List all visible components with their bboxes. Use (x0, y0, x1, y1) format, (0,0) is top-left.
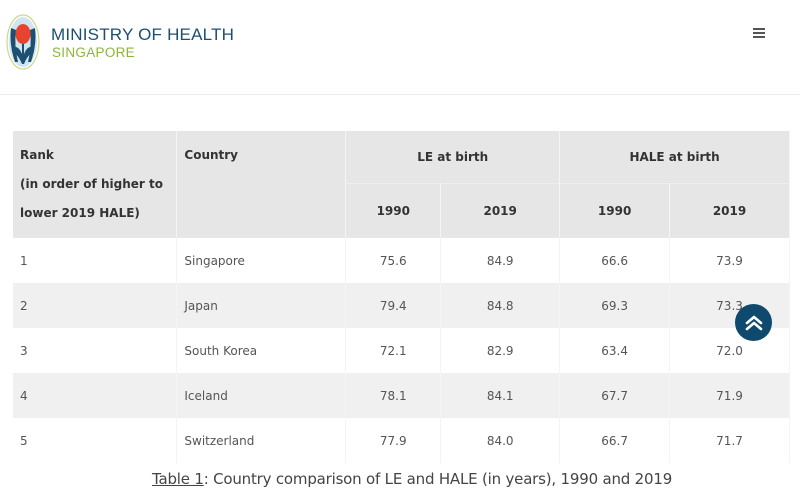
cell-hale-2019: 72.0 (669, 328, 790, 373)
cell-le-2019: 84.8 (440, 283, 561, 328)
cell-country: Singapore (176, 238, 347, 283)
header-le-at-birth: LE at birth (345, 131, 561, 184)
site-header: MINISTRY OF HEALTH SINGAPORE (0, 0, 800, 95)
cell-le-2019: 84.9 (440, 238, 561, 283)
cell-hale-1990: 69.3 (559, 283, 671, 328)
cell-country: Japan (176, 283, 347, 328)
comparison-table-container: Rank (in order of higher to lower 2019 H… (13, 131, 790, 463)
table-row: 1 Singapore 75.6 84.9 66.6 73.9 (13, 238, 790, 283)
cell-le-1990: 72.1 (345, 328, 442, 373)
cell-le-2019: 84.1 (440, 373, 561, 418)
table-row: 2 Japan 79.4 84.8 69.3 73.3 (13, 283, 790, 328)
cell-hale-2019: 73.9 (669, 238, 790, 283)
caption-text: : Country comparison of LE and HALE (in … (203, 470, 673, 488)
scroll-to-top-button[interactable] (735, 304, 772, 341)
cell-hale-2019: 71.9 (669, 373, 790, 418)
header-le-1990: 1990 (345, 183, 442, 238)
header-country: Country (176, 131, 347, 238)
cell-rank: 3 (13, 328, 178, 373)
cell-hale-1990: 66.6 (559, 238, 671, 283)
hamburger-menu-icon[interactable] (752, 26, 770, 42)
header-hale-1990: 1990 (559, 183, 671, 238)
cell-country: Switzerland (176, 418, 347, 463)
cell-le-1990: 78.1 (345, 373, 442, 418)
header-rank: Rank (in order of higher to lower 2019 H… (13, 131, 178, 238)
brand-title[interactable]: MINISTRY OF HEALTH (51, 25, 235, 44)
moh-logo-icon[interactable] (6, 14, 40, 70)
table-row: 5 Switzerland 77.9 84.0 66.7 71.7 (13, 418, 790, 463)
cell-le-1990: 75.6 (345, 238, 442, 283)
cell-hale-2019: 73.3 (669, 283, 790, 328)
cell-country: South Korea (176, 328, 347, 373)
brand-subtitle[interactable]: SINGAPORE (52, 45, 135, 60)
header-country-label: Country (184, 148, 239, 162)
le-hale-comparison-table: Rank (in order of higher to lower 2019 H… (13, 131, 790, 463)
header-rank-note-2: lower 2019 HALE) (20, 206, 140, 220)
cell-le-1990: 77.9 (345, 418, 442, 463)
cell-le-1990: 79.4 (345, 283, 442, 328)
cell-hale-2019: 71.7 (669, 418, 790, 463)
header-rank-label: Rank (20, 148, 54, 162)
table-caption: Table 1: Country comparison of LE and HA… (152, 470, 672, 488)
menu-bar (753, 32, 765, 34)
header-le-2019: 2019 (440, 183, 561, 238)
cell-country: Iceland (176, 373, 347, 418)
table-row: 4 Iceland 78.1 84.1 67.7 71.9 (13, 373, 790, 418)
cell-rank: 2 (13, 283, 178, 328)
table-row: 3 South Korea 72.1 82.9 63.4 72.0 (13, 328, 790, 373)
cell-hale-1990: 67.7 (559, 373, 671, 418)
header-rank-note-1: (in order of higher to (20, 177, 163, 191)
cell-rank: 1 (13, 238, 178, 283)
header-hale-at-birth: HALE at birth (559, 131, 790, 184)
header-hale-2019: 2019 (669, 183, 790, 238)
table-reference-link[interactable]: Table 1 (152, 470, 204, 488)
cell-rank: 4 (13, 373, 178, 418)
cell-le-2019: 82.9 (440, 328, 561, 373)
cell-rank: 5 (13, 418, 178, 463)
cell-hale-1990: 66.7 (559, 418, 671, 463)
menu-bar (753, 28, 765, 30)
menu-bar (753, 36, 765, 38)
double-chevron-up-icon (745, 315, 762, 330)
cell-hale-1990: 63.4 (559, 328, 671, 373)
cell-le-2019: 84.0 (440, 418, 561, 463)
